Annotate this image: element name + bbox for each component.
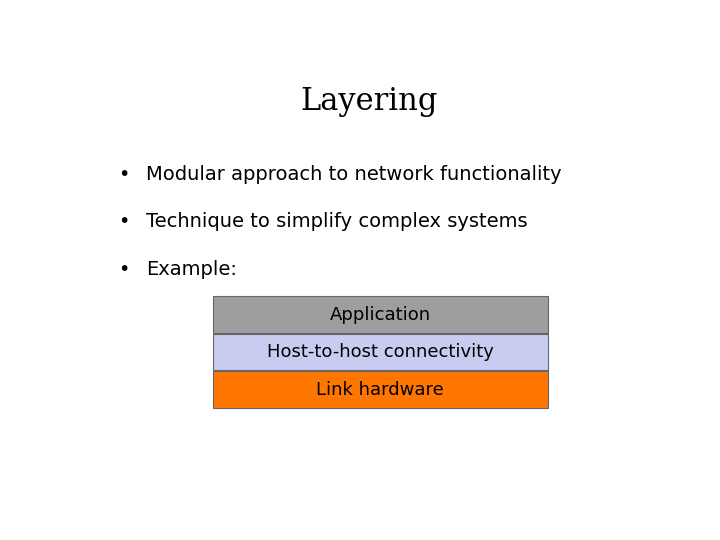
Text: •: •	[118, 212, 129, 232]
FancyBboxPatch shape	[213, 371, 547, 408]
Text: Example:: Example:	[145, 260, 237, 279]
Text: Technique to simplify complex systems: Technique to simplify complex systems	[145, 212, 528, 232]
Text: Modular approach to network functionality: Modular approach to network functionalit…	[145, 165, 562, 184]
Text: Layering: Layering	[300, 85, 438, 117]
FancyBboxPatch shape	[213, 296, 547, 333]
FancyBboxPatch shape	[213, 334, 547, 370]
Text: •: •	[118, 165, 129, 184]
Text: Application: Application	[330, 306, 431, 323]
Text: Host-to-host connectivity: Host-to-host connectivity	[266, 343, 494, 361]
Text: Link hardware: Link hardware	[316, 381, 444, 399]
Text: •: •	[118, 260, 129, 279]
